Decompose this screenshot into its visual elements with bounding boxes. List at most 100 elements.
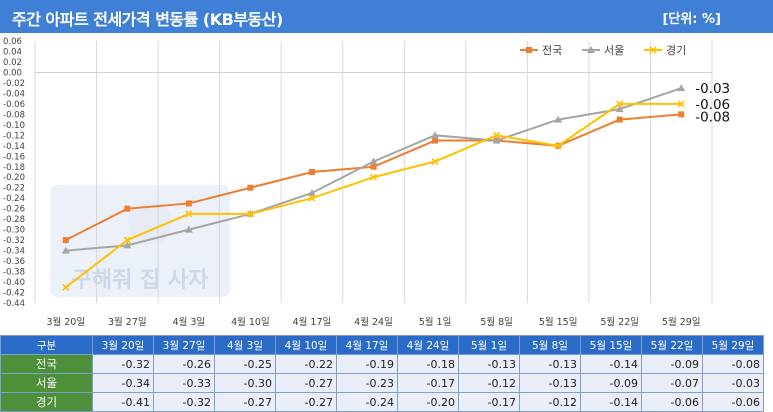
data-point <box>246 210 254 218</box>
value-cell: -0.03 <box>702 373 764 393</box>
x-tick-label: 4월 17일 <box>293 316 332 328</box>
date-header: 5월 1일 <box>458 335 520 355</box>
y-tick-label: -0.36 <box>3 257 25 267</box>
y-tick-label: 0.02 <box>3 58 22 68</box>
title-bar: 주간 아파트 전세가격 변동률 (KB부동산) [단위: %] <box>0 0 773 33</box>
table-row: 전국 -0.32 -0.26 -0.25 -0.22 -0.19 -0.18 -0.13 -0.… <box>0 354 764 374</box>
end-value-label: -0.08 <box>695 109 730 125</box>
data-point <box>123 241 132 249</box>
y-tick-label: -0.20 <box>3 173 25 183</box>
date-header: 5월 8일 <box>519 335 581 355</box>
legend-label: 서울 <box>604 44 624 57</box>
x-tick-label: 4월 3일 <box>173 316 206 328</box>
x-tick-label: 4월 10일 <box>231 316 270 328</box>
data-point <box>554 142 562 150</box>
y-tick-label: -0.24 <box>3 194 25 204</box>
data-point <box>61 246 70 254</box>
value-cell: -0.32 <box>92 354 154 374</box>
y-tick-label: -0.44 <box>3 299 25 309</box>
date-header: 4월 3일 <box>214 335 276 355</box>
legend-label: 경기 <box>666 44 686 57</box>
y-tick-label: 0.04 <box>3 47 22 57</box>
legend-item: 경기 <box>644 44 686 57</box>
watermark-logo: 구해줘 집 사자 <box>50 185 230 297</box>
x-tick-label: 3월 27일 <box>108 316 147 328</box>
x-tick-label: 4월 24일 <box>354 316 393 328</box>
value-cell: -0.26 <box>153 354 215 374</box>
date-header: 5월 15일 <box>580 335 642 355</box>
data-point <box>123 236 131 244</box>
y-tick-label: -0.28 <box>3 215 25 225</box>
value-cell: -0.27 <box>214 392 276 412</box>
legend-marker <box>587 46 595 53</box>
legend-item: 전국 <box>520 44 562 57</box>
y-tick-label: 0.00 <box>3 68 22 78</box>
y-tick-label: -0.12 <box>3 131 25 141</box>
data-point <box>369 173 378 181</box>
value-cell: -0.14 <box>580 354 642 374</box>
data-point <box>678 111 685 118</box>
y-tick-label: 0.06 <box>3 37 22 47</box>
y-tick-label: -0.26 <box>3 205 25 215</box>
y-tick-label: -0.10 <box>3 121 25 131</box>
x-tick-label: 5월 29일 <box>662 316 701 328</box>
y-tick-label: -0.02 <box>3 79 25 89</box>
data-point <box>247 184 254 191</box>
series-서울 <box>61 84 686 254</box>
value-cell: -0.19 <box>336 354 398 374</box>
value-cell: -0.13 <box>458 354 520 374</box>
data-point <box>492 136 501 144</box>
y-tick-label: -0.22 <box>3 184 25 194</box>
data-point <box>369 157 378 165</box>
data-point <box>677 100 685 108</box>
date-header: 5월 22일 <box>641 335 703 355</box>
x-tick-label: 5월 8일 <box>480 316 513 328</box>
data-point <box>616 116 623 123</box>
value-cell: -0.30 <box>214 373 276 393</box>
unit-label: [단위: %] <box>662 12 721 27</box>
x-tick-label: 5월 22일 <box>600 316 639 328</box>
value-cell: -0.07 <box>641 373 703 393</box>
header-label: 구분 <box>0 335 93 355</box>
value-cell: -0.41 <box>92 392 154 412</box>
value-cell: -0.12 <box>458 373 520 393</box>
date-header: 4월 24일 <box>397 335 459 355</box>
value-cell: -0.23 <box>336 373 398 393</box>
y-tick-label: -0.08 <box>3 110 25 120</box>
legend-marker <box>526 47 532 53</box>
value-cell: -0.14 <box>580 392 642 412</box>
series-경기 <box>62 100 685 291</box>
y-tick-label: -0.34 <box>3 247 25 257</box>
data-point <box>62 283 70 291</box>
data-point <box>677 84 686 92</box>
legend-marker <box>649 46 657 54</box>
date-header: 4월 10일 <box>275 335 337 355</box>
value-cell: -0.18 <box>397 354 459 374</box>
date-header: 3월 27일 <box>153 335 215 355</box>
y-tick-label: -0.40 <box>3 278 25 288</box>
x-tick-label: 5월 1일 <box>419 316 452 328</box>
table-row: 서울 -0.34 -0.33 -0.30 -0.27 -0.23 -0.17 -0.12 -0.… <box>0 373 764 393</box>
table-header-row: 구분 3월 20일 3월 27일 4월 3일 4월 10일 4월 17일 4월 24일 5월 … <box>0 335 764 355</box>
data-point <box>124 205 131 212</box>
data-point <box>432 137 439 144</box>
data-point <box>308 194 316 202</box>
x-tick-label: 5월 15일 <box>539 316 578 328</box>
chart-title: 주간 아파트 전세가격 변동률 (KB부동산) <box>12 10 283 29</box>
value-cell: -0.08 <box>702 354 764 374</box>
x-tick-label: 3월 20일 <box>46 316 85 328</box>
data-point <box>307 188 316 196</box>
end-value-label: -0.03 <box>695 81 730 97</box>
y-tick-label: -0.16 <box>3 152 25 162</box>
watermark-panel <box>50 185 230 297</box>
value-cell: -0.13 <box>519 373 581 393</box>
legend-label: 전국 <box>542 44 562 57</box>
value-cell: -0.09 <box>641 354 703 374</box>
date-header: 4월 17일 <box>336 335 398 355</box>
legend-item: 서울 <box>582 44 624 57</box>
y-tick-label: -0.30 <box>3 226 25 236</box>
row-label: 전국 <box>0 354 93 374</box>
end-value-label: -0.06 <box>695 97 730 113</box>
y-tick-label: -0.38 <box>3 268 25 278</box>
